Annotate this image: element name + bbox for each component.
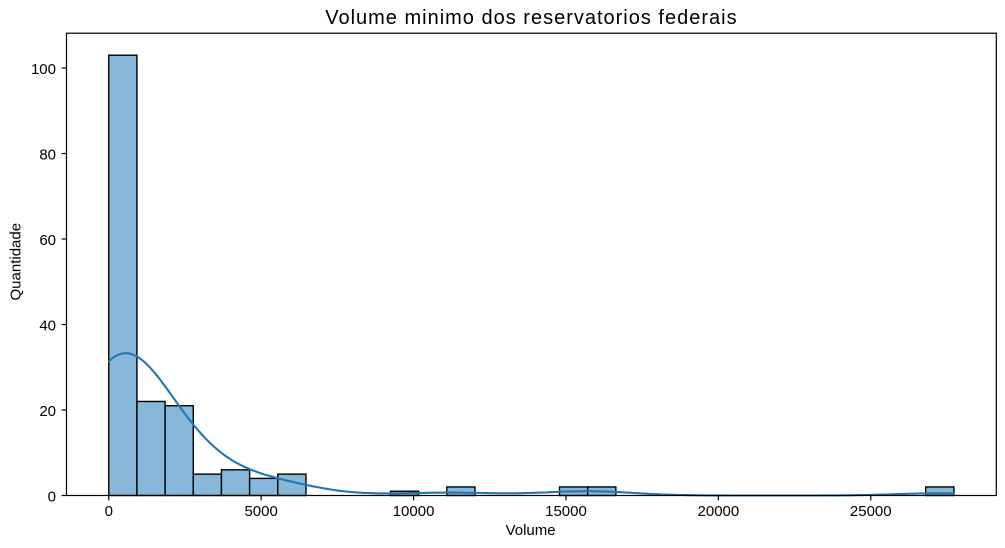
- svg-text:10000: 10000: [393, 503, 435, 520]
- svg-text:40: 40: [39, 317, 56, 334]
- svg-text:25000: 25000: [850, 503, 892, 520]
- svg-text:Volume minimo dos reservatorio: Volume minimo dos reservatorios federais: [325, 7, 737, 29]
- svg-text:0: 0: [105, 503, 113, 520]
- svg-text:80: 80: [39, 146, 56, 163]
- svg-text:100: 100: [31, 61, 56, 78]
- svg-text:Volume: Volume: [506, 522, 556, 539]
- svg-text:60: 60: [39, 232, 56, 249]
- svg-text:20000: 20000: [698, 503, 740, 520]
- svg-text:5000: 5000: [244, 503, 277, 520]
- svg-text:0: 0: [48, 488, 56, 505]
- svg-text:Quantidade: Quantidade: [8, 223, 25, 301]
- svg-text:20: 20: [39, 403, 56, 420]
- svg-text:15000: 15000: [545, 503, 587, 520]
